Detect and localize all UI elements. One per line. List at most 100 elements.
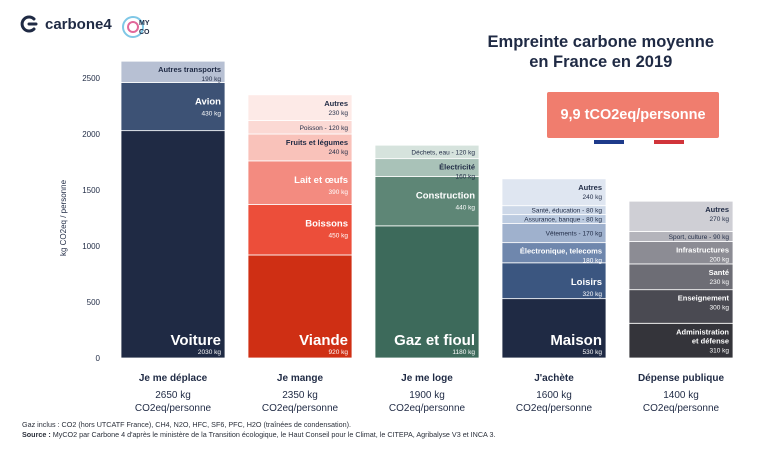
segment-name-3-3: Vêtements - 170 kg	[546, 231, 603, 238]
segment-name-4-0-a: Administration	[676, 327, 729, 336]
segment-value-3-6: 240 kg	[582, 194, 602, 201]
segment-value-3-1: 320 kg	[582, 291, 602, 298]
segment-value-4-3: 200 kg	[709, 257, 729, 264]
y-tick-label-3: 1500	[82, 186, 100, 195]
segment-value-1-1: 450 kg	[328, 233, 348, 240]
segment-name-4-2: Santé	[709, 268, 729, 277]
bar-segment-3-0	[501, 298, 607, 359]
category-label-3: J'achète	[534, 373, 574, 384]
segment-value-2-2: 160 kg	[455, 174, 475, 181]
bar-segment-3-6	[501, 178, 607, 207]
category-total-4: 1400 kg	[663, 390, 699, 401]
french-flag	[594, 140, 684, 144]
segment-value-4-5: 270 kg	[709, 216, 729, 223]
category-total-0: 2650 kg	[155, 390, 191, 401]
segment-name-0-1: Avion	[195, 96, 221, 107]
chart-title-line1: Empreinte carbone moyenne	[487, 33, 714, 51]
total-footprint-badge: 9,9 tCO2eq/personne	[547, 92, 719, 138]
carbone4-logo-text: carbone4	[45, 15, 112, 33]
segment-name-1-5: Autres	[324, 99, 348, 108]
category-label-1: Je mange	[277, 373, 324, 384]
y-tick-label-4: 2000	[82, 130, 100, 139]
segment-name-3-2: Électronique, telecoms	[520, 247, 602, 256]
footer-source-label: Source :	[22, 430, 51, 439]
bar-segment-4-1	[628, 289, 734, 324]
category-unit-0: CO2eq/personne	[135, 403, 212, 414]
segment-value-1-0: 920 kg	[328, 349, 348, 356]
footer-notes: Gaz inclus : CO2 (hors UTCATF France), C…	[22, 420, 495, 440]
myco2-logo-top: MY	[139, 20, 150, 27]
segment-name-2-2: Électricité	[439, 163, 475, 172]
segment-value-1-5: 230 kg	[328, 110, 348, 117]
category-unit-1: CO2eq/personne	[262, 403, 339, 414]
bar-segment-1-0	[247, 254, 353, 359]
category-label-4: Dépense publique	[638, 373, 725, 384]
segment-name-3-1: Loisirs	[571, 277, 602, 288]
bar-segment-4-5	[628, 200, 734, 232]
y-tick-label-5: 2500	[82, 74, 100, 83]
y-axis-label: kg CO2eq / personne	[59, 179, 68, 256]
category-total-3: 1600 kg	[536, 390, 572, 401]
segment-name-1-4: Poisson - 120 kg	[300, 125, 349, 132]
segment-value-3-0: 530 kg	[582, 349, 602, 356]
carbone4-logo: carbone4	[20, 14, 112, 34]
segment-value-0-0: 2030 kg	[198, 349, 222, 356]
segment-name-3-6: Autres	[578, 183, 602, 192]
y-axis: 0 500 1000 1500 2000 2500 kg CO2eq / personne	[59, 74, 101, 363]
category-label-2: Je me loge	[401, 373, 453, 384]
category-unit-4: CO2eq/personne	[643, 403, 720, 414]
segment-name-2-0: Gaz et fioul	[394, 332, 475, 349]
footer-gaz: Gaz inclus : CO2 (hors UTCATF France), C…	[22, 420, 351, 429]
bar-segment-1-5	[247, 94, 353, 121]
segment-name-1-2: Lait et œufs	[294, 175, 348, 186]
segment-value-0-1: 430 kg	[201, 110, 221, 117]
segment-value-4-2: 230 kg	[709, 279, 729, 286]
segment-value-4-1: 300 kg	[709, 305, 729, 312]
segment-name-3-4: Assurance, banque - 80 kg	[524, 217, 602, 224]
category-total-1: 2350 kg	[282, 390, 318, 401]
myco2-logo: MY CO	[122, 14, 152, 40]
segment-name-1-0: Viande	[299, 332, 348, 349]
bar-segment-3-1	[501, 262, 607, 300]
segment-name-0-2: Autres transports	[158, 65, 221, 74]
myco2-logo-bottom: CO	[139, 29, 150, 36]
bar-segment-2-3	[374, 144, 480, 160]
segment-value-4-0: 310 kg	[709, 347, 729, 354]
bar-segment-2-0	[374, 225, 480, 359]
segment-value-2-1: 440 kg	[455, 205, 475, 212]
bar-segment-2-1	[374, 176, 480, 227]
segment-name-3-0: Maison	[550, 332, 602, 349]
segment-name-0-0: Voiture	[170, 332, 221, 349]
bar-segment-1-1	[247, 204, 353, 256]
segment-name-2-3: Déchets, eau - 120 kg	[411, 149, 475, 156]
carbone4-mark-icon	[20, 15, 38, 33]
segment-value-1-3: 240 kg	[328, 149, 348, 156]
bar-segment-0-1	[120, 82, 226, 132]
segment-name-4-4: Sport, culture - 90 kg	[669, 234, 730, 241]
segment-name-4-0-b: et défense	[692, 336, 729, 345]
bar-segment-1-2	[247, 160, 353, 205]
category-total-2: 1900 kg	[409, 390, 445, 401]
footer-source-text: MyCO2 par Carbone 4 d'après le ministère…	[52, 430, 496, 439]
myco2-badge-icon: MY CO	[122, 16, 150, 38]
segment-name-4-3: Infrastructures	[676, 246, 729, 255]
bar-segment-4-2	[628, 263, 734, 291]
segment-name-3-5: Santé, éducation - 80 kg	[532, 208, 603, 215]
y-tick-label-0: 0	[96, 354, 101, 363]
segment-value-0-2: 190 kg	[201, 76, 221, 83]
chart-title-line2: en France en 2019	[529, 53, 673, 71]
y-tick-label-1: 500	[87, 298, 101, 307]
segment-name-2-1: Construction	[416, 191, 475, 202]
segment-value-1-2: 390 kg	[328, 189, 348, 196]
bar-segment-0-2	[120, 60, 226, 83]
chart-title: Empreinte carbone moyenne en France en 2…	[488, 32, 714, 72]
category-labels: Je me déplace 2650 kg CO2eq/personne Je man…	[135, 373, 725, 414]
category-unit-2: CO2eq/personne	[389, 403, 466, 414]
